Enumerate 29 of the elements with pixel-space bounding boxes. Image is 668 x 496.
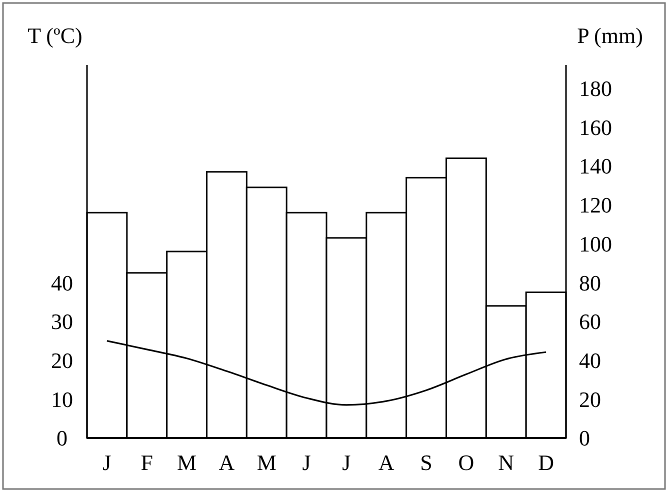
y2-tick-label: 20 bbox=[579, 386, 601, 412]
y2-tick-label: 100 bbox=[579, 231, 612, 256]
y2-axis-title: P (mm) bbox=[577, 23, 643, 48]
x-tick-label: N bbox=[498, 450, 514, 475]
y2-tick-label: 180 bbox=[579, 76, 612, 102]
x-tick-label: J bbox=[302, 450, 312, 475]
x-tick-label: O bbox=[458, 450, 474, 475]
y2-tick-label: 80 bbox=[579, 270, 601, 296]
x-tick-label: A bbox=[218, 450, 235, 475]
y-axis-title: T (ºC) bbox=[28, 23, 82, 48]
y2-tick-label: 140 bbox=[579, 154, 612, 179]
y-tick-label: 40 bbox=[51, 270, 73, 296]
y2-tick-label: 160 bbox=[579, 114, 612, 140]
x-tick-label: D bbox=[538, 450, 554, 475]
y-tick-label: 10 bbox=[51, 386, 73, 412]
x-tick-label: J bbox=[102, 450, 112, 475]
y2-tick-label: 40 bbox=[579, 348, 601, 373]
y2-tick-label: 120 bbox=[579, 192, 612, 218]
x-tick-label: M bbox=[256, 450, 276, 475]
x-tick-label: M bbox=[177, 450, 197, 475]
y-tick-label: 0 bbox=[56, 426, 68, 451]
x-tick-label: J bbox=[342, 450, 352, 475]
x-tick-label: A bbox=[378, 450, 394, 475]
y2-tick-label: 60 bbox=[579, 309, 601, 334]
x-tick-label: F bbox=[140, 450, 153, 475]
y2-tick-label: 0 bbox=[579, 426, 590, 451]
y-tick-label: 20 bbox=[51, 348, 73, 373]
y-tick-label: 30 bbox=[51, 309, 73, 334]
x-tick-label: S bbox=[420, 450, 432, 475]
